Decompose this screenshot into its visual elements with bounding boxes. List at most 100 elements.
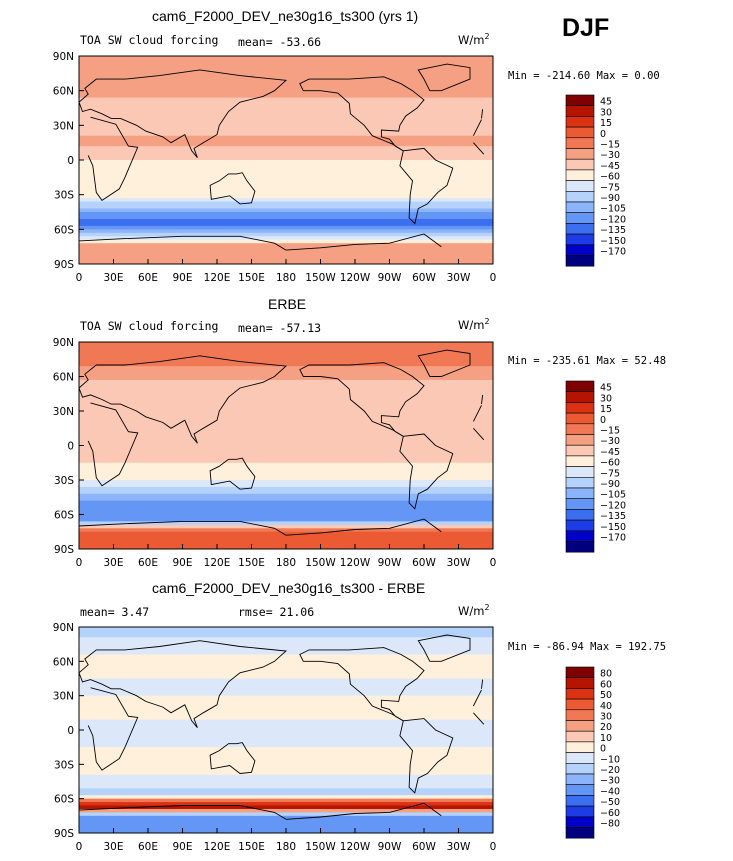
band-3-36 bbox=[79, 750, 493, 755]
colorbar-label-3-6: 10 bbox=[600, 733, 612, 744]
xtick-label-1-12: 0 bbox=[490, 272, 497, 284]
band-1-43 bbox=[79, 205, 493, 210]
colorbar-swatch-3-3 bbox=[565, 698, 595, 711]
colorbar-label-3-13: −60 bbox=[600, 808, 620, 819]
band-2-21 bbox=[79, 414, 493, 419]
colorbar-label-1-2: 15 bbox=[600, 118, 612, 129]
band-1-41 bbox=[79, 198, 493, 203]
band-2-53 bbox=[79, 524, 493, 529]
band-2-18 bbox=[79, 404, 493, 409]
band-2-35 bbox=[79, 462, 493, 467]
colorbar-swatch-1-8 bbox=[565, 180, 595, 192]
colorbar-label-2-7: −60 bbox=[600, 458, 620, 469]
colorbar-label-3-3: 40 bbox=[600, 701, 612, 712]
ytick-label-1-1: 60N bbox=[53, 86, 74, 98]
band-3-27 bbox=[79, 719, 493, 724]
colorbar-swatch-1-11 bbox=[565, 212, 595, 224]
coastline-eurasia-1 bbox=[79, 69, 484, 158]
band-3-25 bbox=[79, 712, 493, 717]
band-1-52 bbox=[79, 236, 493, 241]
band-1-15 bbox=[79, 108, 493, 113]
panel-1-minmax: Min = -214.60 Max = 0.00 bbox=[508, 70, 660, 82]
band-1-51 bbox=[79, 232, 493, 237]
band-3-54 bbox=[79, 812, 493, 817]
colorbar-label-2-1: 30 bbox=[600, 393, 612, 404]
band-3-19 bbox=[79, 692, 493, 697]
band-2-48 bbox=[79, 507, 493, 512]
xtick-label-2-3: 90E bbox=[173, 557, 193, 569]
band-1-34 bbox=[79, 173, 493, 178]
band-1-49 bbox=[79, 225, 493, 230]
colorbar-swatch-1-4 bbox=[565, 137, 595, 149]
colorbar-label-1-8: −75 bbox=[600, 182, 620, 193]
colorbar-1: 4530150−15−30−45−60−75−90−105−120−135−15… bbox=[565, 94, 626, 267]
band-2-39 bbox=[79, 476, 493, 481]
xtick-label-1-7: 150W bbox=[305, 272, 336, 284]
ytick-label-3-3: 0 bbox=[67, 725, 74, 737]
ytick-label-2-0: 90N bbox=[53, 337, 74, 349]
xtick-label-3-5: 150E bbox=[238, 841, 265, 853]
colorbar-swatch-1-12 bbox=[565, 223, 595, 235]
colorbar-label-3-14: −80 bbox=[600, 819, 620, 830]
colorbar-swatch-3-12 bbox=[565, 795, 595, 807]
band-2-2 bbox=[79, 348, 493, 353]
colorbar-label-1-5: −30 bbox=[600, 150, 620, 161]
colorbar-label-2-4: −15 bbox=[600, 426, 620, 437]
xtick-label-2-6: 180 bbox=[276, 557, 296, 569]
xtick-label-1-3: 90E bbox=[173, 272, 193, 284]
colorbar-2: 4530150−15−30−45−60−75−90−105−120−135−15… bbox=[565, 380, 626, 553]
band-3-56 bbox=[79, 819, 493, 824]
panel-2-title: ERBE bbox=[268, 296, 307, 312]
xtick-label-2-5: 150E bbox=[238, 557, 265, 569]
xtick-label-1-9: 90W bbox=[378, 272, 402, 284]
band-2-56 bbox=[79, 535, 493, 540]
band-3-52 bbox=[79, 805, 493, 810]
colorbar-label-1-1: 30 bbox=[600, 107, 612, 118]
panel-2-mean: mean= -57.13 bbox=[238, 321, 322, 335]
band-3-34 bbox=[79, 743, 493, 748]
panel-3-rmse: rmse= 21.06 bbox=[238, 605, 315, 619]
band-3-51 bbox=[79, 802, 493, 807]
band-3-24 bbox=[79, 709, 493, 714]
band-1-56 bbox=[79, 250, 493, 255]
coastline-north-america-2 bbox=[299, 362, 425, 437]
panel-2-units: W/m2 bbox=[458, 317, 490, 332]
xtick-label-3-4: 120E bbox=[204, 841, 231, 853]
band-3-35 bbox=[79, 747, 493, 752]
band-2-34 bbox=[79, 459, 493, 464]
colorbar-swatch-1-5 bbox=[565, 148, 595, 160]
colorbar-swatch-3-6 bbox=[565, 730, 595, 743]
xtick-label-2-8: 120W bbox=[340, 557, 371, 569]
colorbar-swatch-2-1 bbox=[565, 391, 595, 403]
colorbar-swatch-2-8 bbox=[565, 466, 595, 478]
coastline-greenland-3 bbox=[417, 634, 471, 662]
colorbar-label-2-11: −120 bbox=[600, 500, 626, 511]
colorbar-swatch-3-4 bbox=[565, 709, 595, 721]
colorbar-label-2-14: −170 bbox=[600, 533, 626, 544]
colorbar-swatch-2-5 bbox=[565, 434, 595, 446]
band-1-1 bbox=[79, 59, 493, 64]
band-3-46 bbox=[79, 784, 493, 789]
colorbar-swatch-3-14 bbox=[565, 816, 595, 828]
ytick-label-1-6: 90S bbox=[54, 259, 74, 271]
ytick-label-3-5: 60S bbox=[54, 794, 74, 806]
band-3-11 bbox=[79, 664, 493, 669]
colorbar-label-1-3: 0 bbox=[600, 129, 606, 140]
ytick-label-3-2: 30N bbox=[53, 691, 74, 703]
colorbar-label-3-5: 20 bbox=[600, 722, 612, 733]
band-1-50 bbox=[79, 229, 493, 234]
band-2-40 bbox=[79, 480, 493, 485]
xtick-label-3-10: 60W bbox=[412, 841, 436, 853]
band-2-10 bbox=[79, 376, 493, 381]
colorbar-label-1-6: −45 bbox=[600, 161, 620, 172]
coastline-antarctica-coast-2 bbox=[79, 518, 442, 536]
panel-3-minmax: Min = -86.94 Max = 192.75 bbox=[508, 641, 667, 653]
band-3-40 bbox=[79, 764, 493, 769]
xtick-label-3-9: 90W bbox=[378, 841, 402, 853]
coastline-south-america-1 bbox=[399, 147, 454, 225]
band-3-23 bbox=[79, 705, 493, 710]
band-3-31 bbox=[79, 733, 493, 738]
band-3-29 bbox=[79, 726, 493, 731]
